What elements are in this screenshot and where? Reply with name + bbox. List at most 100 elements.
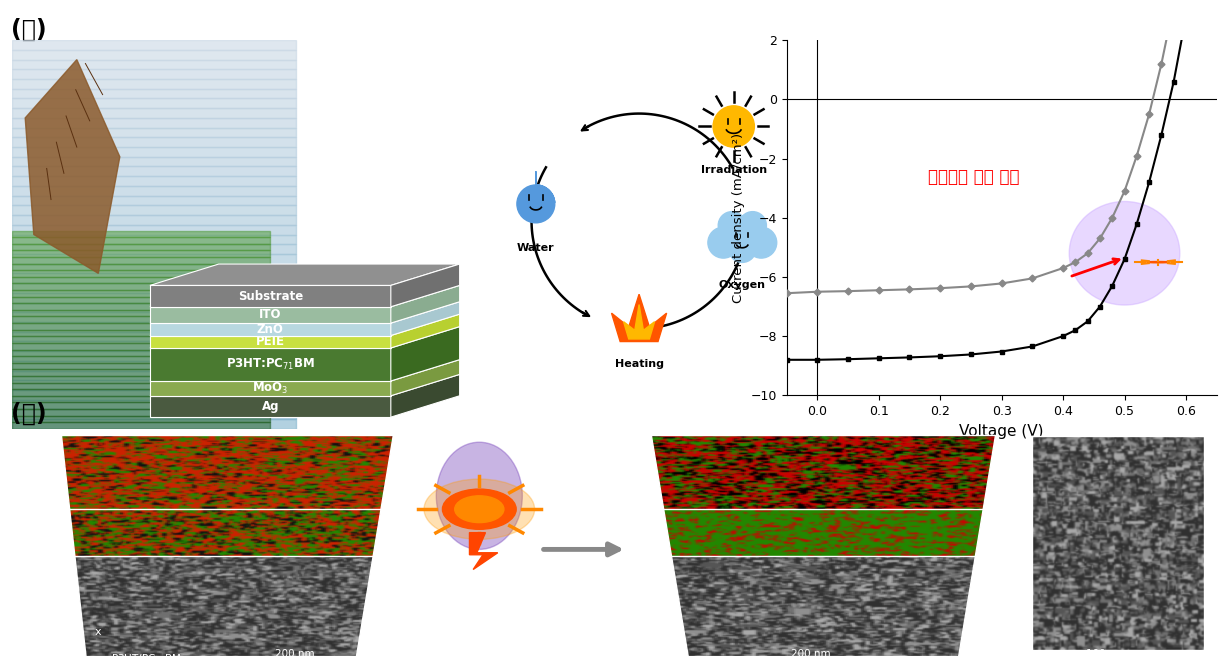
Bar (12, 215, 296, 225)
Ellipse shape (436, 442, 522, 549)
Bar (12, 264, 296, 273)
Polygon shape (612, 294, 666, 342)
PathPatch shape (671, 556, 976, 657)
Bar (12, 312, 296, 322)
PathPatch shape (651, 436, 995, 509)
Text: x: x (95, 627, 102, 637)
PathPatch shape (70, 509, 381, 556)
Bar (12, 167, 296, 176)
Bar (12, 230, 270, 237)
Bar (12, 369, 270, 376)
Text: Heating: Heating (614, 358, 664, 369)
Ellipse shape (1069, 202, 1180, 305)
Bar (12, 206, 296, 215)
Text: Water: Water (517, 243, 554, 253)
Circle shape (1148, 261, 1169, 263)
Circle shape (729, 235, 756, 263)
Bar (12, 415, 270, 422)
Bar (12, 343, 270, 350)
Text: Ag: Ag (262, 400, 279, 413)
Bar (12, 176, 296, 186)
Bar (12, 399, 296, 409)
Polygon shape (25, 60, 120, 273)
Bar (12, 383, 270, 389)
Polygon shape (150, 375, 460, 396)
PathPatch shape (75, 556, 374, 657)
Bar (12, 419, 296, 429)
PathPatch shape (1032, 436, 1204, 650)
Bar (12, 351, 296, 360)
Circle shape (739, 212, 767, 239)
Bar (12, 225, 296, 234)
Circle shape (708, 227, 739, 258)
Circle shape (718, 212, 746, 239)
Circle shape (455, 496, 504, 523)
Bar (12, 88, 296, 98)
Bar (12, 409, 270, 415)
Bar (12, 137, 296, 147)
Bar (12, 109, 296, 118)
Bar (12, 283, 270, 290)
Text: Substrate: Substrate (237, 289, 304, 303)
Text: Irradiation: Irradiation (701, 165, 767, 175)
Bar (12, 277, 270, 283)
Text: (나): (나) (11, 401, 47, 425)
Circle shape (517, 185, 554, 223)
Polygon shape (391, 314, 460, 348)
Bar (12, 60, 296, 70)
Circle shape (442, 489, 516, 529)
Circle shape (424, 479, 535, 539)
Polygon shape (150, 336, 391, 348)
Bar (12, 350, 270, 356)
Text: P3HT:PC$_{71}$BM: P3HT:PC$_{71}$BM (226, 357, 315, 372)
Text: 200 nm: 200 nm (791, 649, 831, 659)
Polygon shape (150, 323, 391, 336)
Polygon shape (150, 396, 391, 417)
Polygon shape (391, 326, 460, 381)
Text: PEIE: PEIE (256, 335, 285, 348)
Bar (12, 157, 296, 167)
Bar (12, 257, 270, 263)
Polygon shape (150, 314, 460, 336)
Polygon shape (150, 381, 391, 396)
Y-axis label: Current density (mA/cm²): Current density (mA/cm²) (732, 133, 745, 303)
Text: ITO: ITO (259, 308, 281, 322)
Bar (12, 264, 270, 270)
Bar (12, 127, 296, 137)
Text: 100 nm: 100 nm (1086, 649, 1126, 659)
Text: 200 nm: 200 nm (275, 649, 315, 659)
Circle shape (746, 227, 777, 258)
Polygon shape (391, 264, 460, 307)
Bar (12, 40, 296, 50)
Bar (12, 270, 270, 277)
Bar (12, 297, 270, 304)
Bar (12, 244, 270, 251)
Bar (12, 330, 270, 336)
Bar (12, 234, 296, 245)
Bar (12, 316, 270, 323)
Bar (12, 409, 296, 419)
Bar (12, 254, 296, 263)
Polygon shape (150, 307, 391, 323)
Bar (12, 147, 296, 157)
Bar (12, 186, 296, 196)
Circle shape (1141, 261, 1175, 263)
Bar (12, 79, 296, 89)
Polygon shape (623, 305, 655, 339)
Bar (12, 196, 296, 205)
PathPatch shape (664, 509, 983, 556)
Bar (12, 283, 296, 293)
Polygon shape (150, 360, 460, 381)
Polygon shape (150, 264, 460, 285)
Bar (12, 332, 296, 342)
Polygon shape (150, 302, 460, 323)
Bar (12, 371, 296, 381)
Bar (12, 336, 270, 343)
Bar (12, 98, 296, 109)
Bar (12, 245, 296, 254)
Circle shape (724, 219, 761, 257)
Polygon shape (150, 285, 391, 307)
Polygon shape (469, 533, 498, 569)
Bar (12, 362, 270, 369)
Text: z: z (25, 623, 29, 633)
